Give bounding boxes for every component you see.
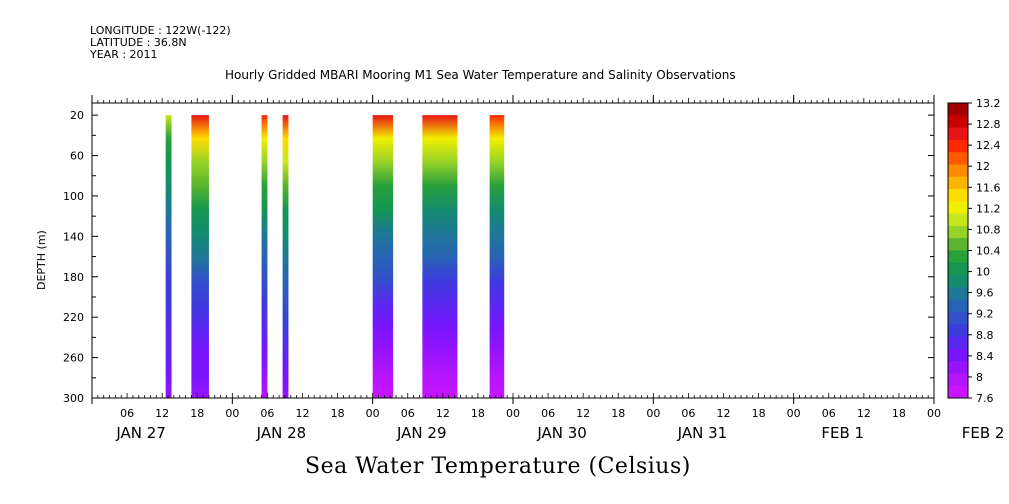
x-day-label: FEB 2 <box>962 424 1005 442</box>
colorbar-segment <box>948 103 968 116</box>
x-day-label: JAN 27 <box>115 424 166 442</box>
x-hour-tick-label: 18 <box>892 407 906 420</box>
latitude-label: LATITUDE : 36.8N <box>90 36 187 49</box>
x-hour-tick-label: 12 <box>436 407 450 420</box>
colorbar-label: 12.8 <box>976 118 1001 131</box>
x-axis-title: Sea Water Temperature (Celsius) <box>305 454 691 479</box>
temperature-column <box>372 115 394 398</box>
colorbar-segment <box>948 164 968 178</box>
colorbar-segment <box>948 176 968 190</box>
x-hour-tick-label: 00 <box>225 407 239 420</box>
colorbar-segment <box>948 127 968 141</box>
colorbar-segment <box>948 361 968 374</box>
temperature-column <box>191 115 209 398</box>
x-hour-tick-label: 18 <box>752 407 766 420</box>
colorbar-label: 8.4 <box>976 350 994 363</box>
x-hour-tick-label: 12 <box>857 407 871 420</box>
x-hour-tick-label: 12 <box>717 407 731 420</box>
colorbar-label: 13.2 <box>976 97 1001 110</box>
colorbar-segment <box>948 275 968 288</box>
colorbar-segment <box>948 201 968 215</box>
colorbar-segment <box>948 189 968 202</box>
colorbar-label: 8.8 <box>976 329 994 342</box>
x-hour-tick-label: 06 <box>120 407 134 420</box>
colorbar-label: 12.4 <box>976 139 1001 152</box>
colorbar: 13.2 12.8 12.4 12 11.6 11.2 10.8 10.4 10 9.6 9.2 8.… <box>947 97 1001 405</box>
x-hour-tick-label: 18 <box>331 407 345 420</box>
x-hour-tick-label: 00 <box>646 407 660 420</box>
colorbar-segment <box>948 152 968 165</box>
x-day-label: JAN 30 <box>536 424 587 442</box>
temperature-column <box>282 115 289 398</box>
x-day-label: JAN 31 <box>677 424 728 442</box>
colorbar-segment <box>948 348 968 362</box>
year-label: YEAR : 2011 <box>90 48 158 61</box>
colorbar-label: 10 <box>976 266 990 279</box>
x-hour-tick-label: 00 <box>366 407 380 420</box>
temperature-column <box>165 115 172 398</box>
temperature-column <box>422 115 458 398</box>
colorbar-segment <box>948 385 968 399</box>
colorbar-segment <box>948 373 968 387</box>
colorbar-segment <box>948 139 968 153</box>
colorbar-segment <box>948 287 968 301</box>
x-hour-tick-label: 06 <box>260 407 274 420</box>
colorbar-segment <box>948 311 968 325</box>
colorbar-label: 9.6 <box>976 287 994 300</box>
colorbar-segment <box>948 336 968 350</box>
colorbar-label: 12 <box>976 160 990 173</box>
x-hour-tick-label: 00 <box>506 407 520 420</box>
plot-layer <box>165 115 505 398</box>
x-hour-tick-label: 12 <box>296 407 310 420</box>
y-axis-label: DEPTH (m) <box>35 230 48 290</box>
x-day-label: JAN 29 <box>396 424 447 442</box>
longitude-label: LONGITUDE : 122W(-122) <box>90 24 231 37</box>
y-tick-label: 60 <box>70 150 84 163</box>
y-tick-label: 100 <box>63 190 84 203</box>
colorbar-label: 8 <box>976 371 983 384</box>
colorbar-segment <box>948 250 968 264</box>
x-hour-tick-label: 00 <box>787 407 801 420</box>
colorbar-segment <box>948 213 968 227</box>
colorbar-segment <box>948 262 968 276</box>
colorbar-label: 9.2 <box>976 308 994 321</box>
y-tick-label: 20 <box>70 109 84 122</box>
x-hour-tick-label: 18 <box>190 407 204 420</box>
temperature-column <box>489 115 505 398</box>
x-day-label: FEB 1 <box>821 424 864 442</box>
temperature-column <box>261 115 268 398</box>
x-hour-tick-label: 06 <box>541 407 555 420</box>
x-hour-tick-label: 18 <box>471 407 485 420</box>
x-hour-tick-label: 06 <box>822 407 836 420</box>
colorbar-label: 10.8 <box>976 223 1001 236</box>
y-tick-label: 140 <box>63 230 84 243</box>
x-hour-tick-label: 06 <box>401 407 415 420</box>
colorbar-segment <box>948 115 968 129</box>
y-tick-label: 220 <box>63 311 84 324</box>
colorbar-label: 11.6 <box>976 181 1001 194</box>
y-tick-label: 300 <box>63 392 84 405</box>
colorbar-label: 7.6 <box>976 392 994 405</box>
colorbar-segment <box>948 299 968 313</box>
x-day-label: JAN 28 <box>256 424 307 442</box>
x-hour-tick-label: 12 <box>155 407 169 420</box>
colorbar-segment <box>948 324 968 338</box>
x-hour-tick-label: 12 <box>576 407 590 420</box>
colorbar-segment <box>948 225 968 239</box>
colorbar-label: 10.4 <box>976 245 1001 258</box>
colorbar-label: 11.2 <box>976 202 1001 215</box>
x-hour-tick-label: 18 <box>611 407 625 420</box>
colorbar-segment <box>948 238 968 251</box>
y-tick-label: 260 <box>63 352 84 365</box>
chart-title: Hourly Gridded MBARI Mooring M1 Sea Wate… <box>225 68 736 82</box>
x-hour-tick-label: 00 <box>927 407 941 420</box>
axis-layer: 06 12 18 00 06 12 18 00 06 12 18 00 06 12 18 00 06 12 18 00… <box>63 95 1004 442</box>
x-hour-tick-label: 06 <box>681 407 695 420</box>
y-tick-label: 180 <box>63 271 84 284</box>
